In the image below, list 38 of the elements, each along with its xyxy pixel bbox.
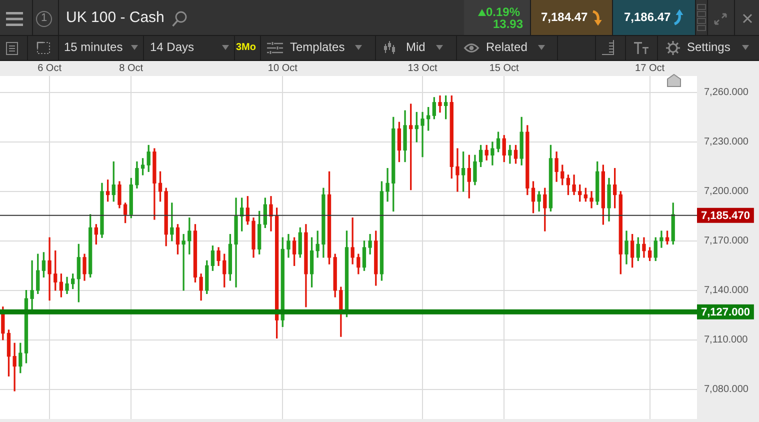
- candlestick: [456, 148, 460, 192]
- candlestick: [590, 191, 594, 208]
- text: Mid: [406, 40, 426, 55]
- candlestick: [182, 234, 186, 291]
- candlestick: [350, 217, 354, 264]
- y-tick-label: 7,080.000: [704, 384, 749, 396]
- y-tick-label: 7,260.000: [704, 87, 749, 98]
- text: 3Mo: [236, 42, 256, 54]
- chart-title: UK 100 - Cash: [66, 9, 164, 26]
- y-tick-label: 7,110.000: [704, 334, 748, 346]
- ref-line-label: 7,127.000: [701, 306, 750, 318]
- text: 7,186.47: [624, 10, 671, 25]
- text: Templates: [290, 40, 345, 55]
- text: 15 minutes: [64, 40, 123, 55]
- text: 14 Days: [150, 40, 194, 55]
- candlestick: [660, 230, 664, 248]
- candlestick: [420, 112, 424, 158]
- y-tick-label: 7,200.000: [704, 186, 749, 198]
- x-tick-label: 8 Oct: [119, 62, 144, 74]
- text: Related: [486, 40, 528, 55]
- text: 7,184.47: [541, 10, 588, 25]
- y-tick-label: 7,140.000: [704, 285, 749, 296]
- candlestick: [48, 237, 52, 301]
- ref-line-label: 7,185.470: [701, 210, 750, 222]
- text: 1: [36, 11, 52, 27]
- text: Settings: [687, 40, 730, 55]
- x-tick-label: 6 Oct: [38, 62, 62, 74]
- x-tick-label: 10 Oct: [268, 62, 298, 74]
- text: 13.93: [492, 17, 523, 32]
- y-tick-label: 7,230.000: [704, 136, 749, 148]
- candlestick: [438, 95, 442, 113]
- x-tick-label: 17 Oct: [635, 62, 665, 74]
- candlestick: [12, 342, 16, 392]
- y-tick-label: 7,170.000: [704, 236, 749, 247]
- x-tick-label: 15 Oct: [489, 62, 520, 74]
- candlestick: [30, 260, 34, 312]
- text: 0.19%: [486, 5, 520, 20]
- x-tick-label: 13 Oct: [408, 62, 438, 74]
